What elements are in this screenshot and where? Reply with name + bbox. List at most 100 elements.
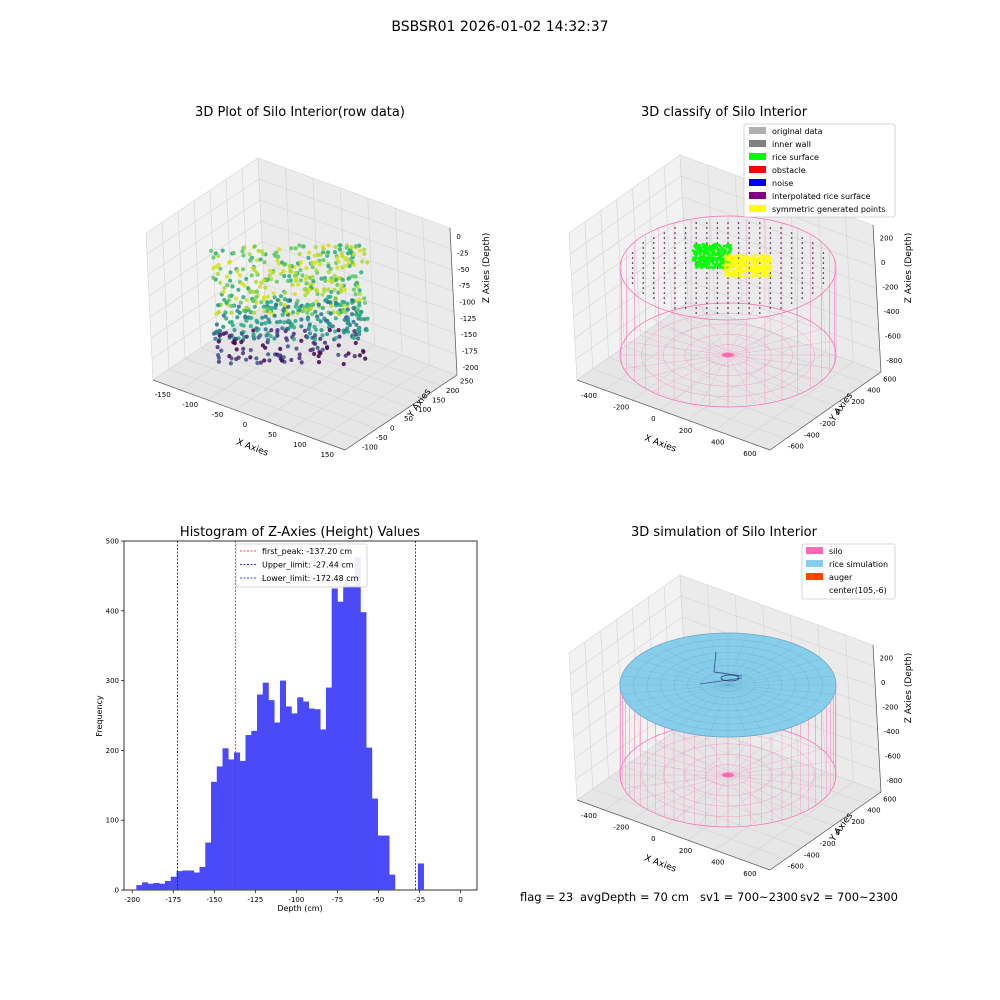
p1-point [313, 333, 318, 338]
p2-interp-point [780, 242, 782, 244]
p1-xtick: 50 [268, 431, 277, 439]
p1-point [289, 357, 294, 363]
p2-floor-spoke [727, 354, 833, 369]
p2-interp-point [695, 292, 697, 294]
p1-point [216, 353, 221, 358]
p2-interp-point [737, 297, 740, 299]
p1-point [218, 280, 223, 285]
p4-y-axis [769, 791, 882, 871]
p2-symmetric-point [769, 274, 773, 277]
hist-bar [366, 747, 373, 890]
hist-xtick-label: -200 [124, 896, 140, 904]
p1-point [319, 276, 324, 281]
p1-point [312, 324, 317, 329]
p1-point [310, 274, 315, 279]
p2-grid [682, 196, 876, 268]
p2-interp-point [653, 272, 655, 274]
p1-point [337, 247, 342, 252]
p1-point [339, 283, 344, 288]
p2-interp-point [663, 302, 666, 304]
p2-interp-point [801, 257, 803, 259]
p2-interp-point [663, 272, 666, 274]
panel2-zlabel: Z Axies (Depth) [904, 233, 914, 304]
p2-symmetric-point [725, 273, 729, 277]
p2-symmetric-point [763, 266, 767, 270]
p2-symmetric-point [723, 268, 727, 272]
p2-interp-point [790, 302, 793, 304]
p2-interp-point [812, 282, 814, 284]
p1-point [257, 284, 263, 289]
p2-interp-point [759, 292, 761, 294]
panel4-rice-surface [619, 632, 837, 738]
p1-point [262, 358, 267, 363]
p2-interp-point [748, 302, 750, 304]
p4-xtick: 600 [743, 870, 756, 878]
p2-interp-point [737, 242, 740, 244]
hist-ytick-label: 0 [115, 887, 119, 895]
p1-point [227, 333, 232, 339]
p1-y-axis [344, 374, 458, 451]
p2-interp-point [769, 242, 772, 244]
panel3-vlines [176, 541, 416, 890]
p4-grid [571, 616, 683, 696]
p2-interp-point [748, 282, 750, 284]
p2-floor-spoke [727, 354, 757, 406]
p1-point [216, 339, 221, 344]
p2-interp-point [748, 232, 750, 234]
p4-surface-spoke [709, 684, 729, 737]
p2-rice-surface-point [715, 261, 719, 265]
p2-rice-surface-point [709, 259, 713, 263]
p1-point [326, 287, 331, 292]
p2-interp-point [759, 302, 761, 304]
p4-ytick: -200 [820, 840, 836, 848]
p1-point [298, 278, 303, 283]
p2-rice-surface-point [714, 252, 718, 256]
p2-interp-point [748, 287, 750, 289]
footer-flag: flag = 23 [520, 890, 574, 904]
p2-grid [742, 361, 854, 441]
p2-rice-surface-point [713, 263, 717, 267]
p4-surface-spoke [727, 633, 747, 686]
p2-rice-surface-point [707, 253, 710, 257]
p1-point [263, 285, 268, 290]
p2-interp-point [737, 237, 740, 239]
p2-interp-point [716, 297, 719, 299]
p1-point [275, 333, 280, 338]
p1-point [292, 292, 297, 297]
p1-point [305, 302, 310, 307]
p2-rice-surface-point [703, 261, 707, 265]
p2-xtick: 600 [743, 450, 756, 458]
p1-point [358, 310, 364, 315]
p2-symmetric-point [731, 255, 735, 259]
p1-point [333, 336, 338, 341]
p1-point [283, 329, 288, 334]
p2-interp-point [801, 252, 803, 254]
p2-interp-point [674, 302, 676, 304]
p2-symmetric-point [757, 275, 761, 279]
p2-interp-point [716, 302, 719, 304]
hist-ytick-label: 500 [106, 538, 119, 546]
p1-point [231, 340, 236, 345]
p1-point [216, 309, 221, 315]
p1-point [333, 300, 338, 306]
p2-interp-point [706, 237, 708, 239]
p1-point [310, 303, 315, 308]
p2-interp-point [684, 257, 687, 259]
p2-interp-point [653, 242, 655, 244]
p2-interp-point [727, 282, 729, 284]
p2-x-axis [576, 379, 771, 451]
p2-interp-point [737, 222, 740, 224]
panel1-3d-scatter: -150-100-50050100150-100-500501001502002… [145, 157, 492, 459]
p2-symmetric-point [746, 264, 750, 268]
p2-interp-point [653, 247, 655, 249]
p1-point [342, 317, 347, 322]
p2-interp-point [727, 232, 729, 234]
p2-legend-label: symmetric generated points [772, 205, 885, 214]
p4-grid [624, 766, 818, 837]
p1-ztick: -175 [462, 348, 478, 356]
p1-point [261, 251, 266, 257]
p2-rice-surface-point [692, 250, 696, 253]
p1-point [224, 316, 229, 321]
p2-interp-point [748, 222, 750, 224]
